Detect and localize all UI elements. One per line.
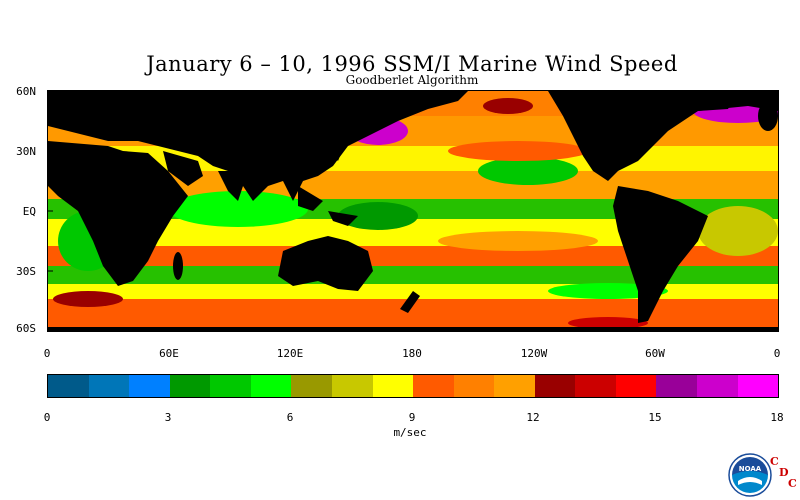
lat-label-60s: 60S: [16, 322, 36, 335]
colorbar-segment-16: [697, 375, 738, 397]
lat-label-30n: 30N: [16, 145, 36, 158]
colorbar-segment-2: [129, 375, 170, 397]
lat-label-60n: 60N: [16, 85, 36, 98]
lon-label-120w: 120W: [520, 347, 548, 360]
colorbar-tick-9: 9: [408, 411, 416, 424]
lat-label-eq: EQ: [22, 205, 36, 218]
map-subtitle: Goodberlet Algorithm: [345, 73, 479, 87]
colorbar-tick-0: 0: [43, 411, 51, 424]
colorbar-tick-18: 18: [770, 411, 784, 424]
colorbar-segment-1: [88, 375, 130, 397]
colorbar-segment-17: [737, 375, 779, 397]
wind-speed-colorbar: [47, 374, 779, 398]
colorbar-segment-14: [615, 375, 657, 397]
colorbar-segment-4: [210, 375, 251, 397]
lon-label-0-end: 0: [773, 347, 781, 360]
cdc-letter-c1: C: [770, 455, 779, 468]
colorbar-segment-7: [331, 375, 373, 397]
lon-label-60w: 60W: [645, 347, 665, 360]
colorbar-segment-13: [575, 375, 616, 397]
wind-speed-map-svg: [48, 91, 778, 331]
colorbar-segment-5: [250, 375, 292, 397]
colorbar-segment-10: [453, 375, 495, 397]
wind-speed-map: [47, 90, 779, 332]
colorbar-segment-6: [291, 375, 332, 397]
map-ticks: [48, 150, 53, 272]
lon-label-60e: 60E: [159, 347, 179, 360]
cdc-letter-d: D: [779, 466, 789, 479]
noaa-logo-icon[interactable]: NOAA: [728, 453, 772, 497]
colorbar-tick-3: 3: [164, 411, 172, 424]
colorbar-segment-8: [372, 375, 414, 397]
lon-label-120e: 120E: [276, 347, 304, 360]
colorbar-tick-6: 6: [286, 411, 294, 424]
noaa-logo-text: NOAA: [739, 465, 762, 473]
land-masses: [48, 91, 778, 331]
colorbar-segment-12: [534, 375, 576, 397]
lon-label-0: 0: [43, 347, 51, 360]
colorbar-segment-9: [413, 375, 454, 397]
colorbar-segment-3: [169, 375, 211, 397]
colorbar-segment-11: [494, 375, 535, 397]
colorbar-segment-15: [656, 375, 697, 397]
lat-label-30s: 30S: [16, 265, 36, 278]
map-title: January 6 – 10, 1996 SSM/I Marine Wind S…: [146, 52, 678, 76]
colorbar-units: m/sec: [393, 426, 427, 439]
lon-label-180: 180: [402, 347, 422, 360]
colorbar-tick-12: 12: [526, 411, 540, 424]
colorbar-segment-0: [48, 375, 89, 397]
colorbar-tick-15: 15: [648, 411, 662, 424]
cdc-letter-c2: C: [788, 477, 797, 490]
